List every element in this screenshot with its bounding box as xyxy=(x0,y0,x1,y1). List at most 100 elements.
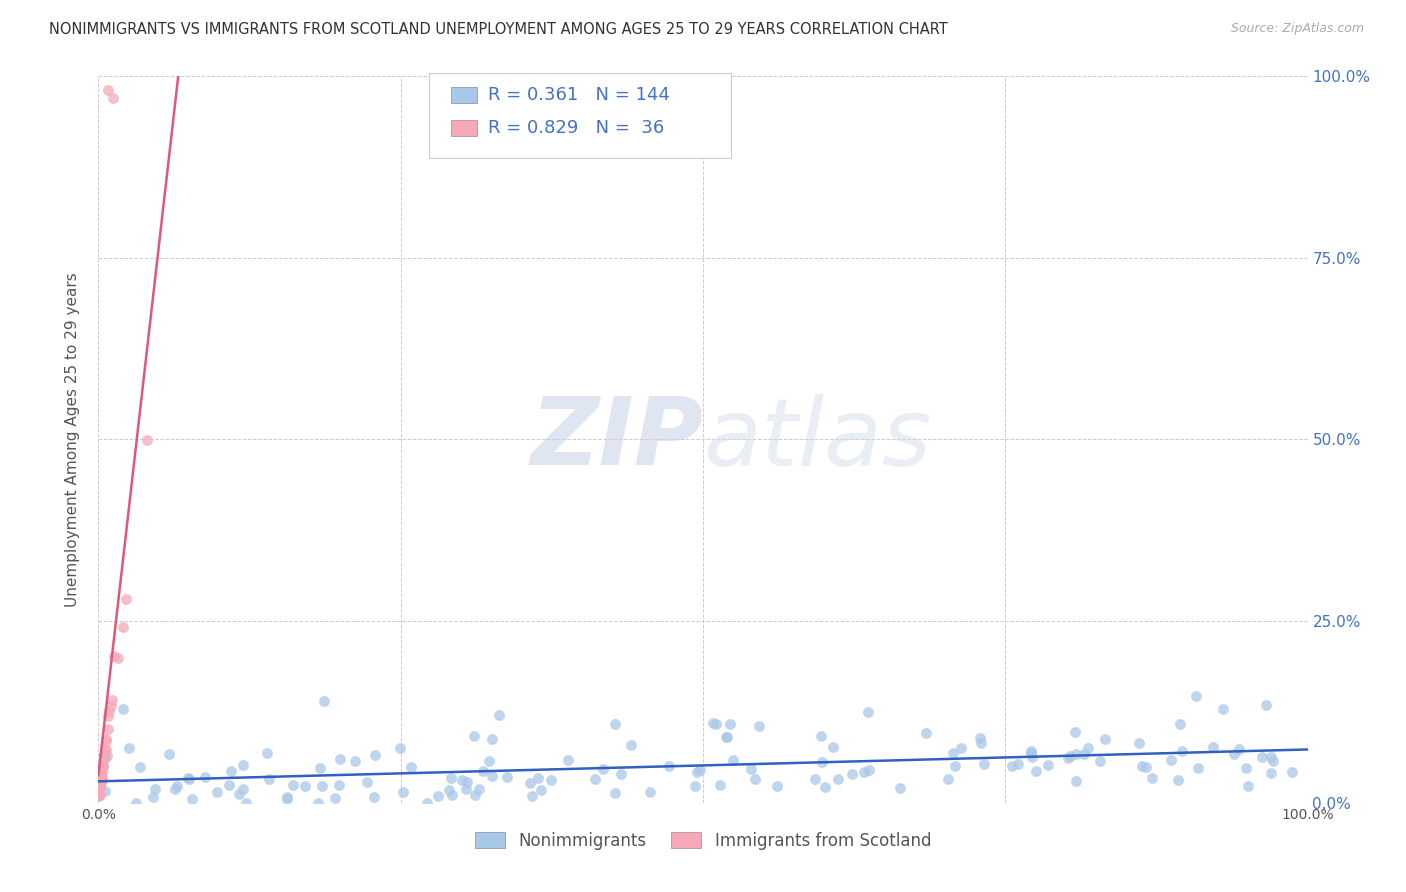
Point xyxy=(689,763,711,777)
Point xyxy=(1263,754,1285,768)
Point xyxy=(1064,774,1087,789)
Point xyxy=(520,789,543,804)
Point xyxy=(973,757,995,772)
Point xyxy=(1251,749,1274,764)
Point xyxy=(814,780,837,795)
Point xyxy=(312,694,335,708)
Point xyxy=(914,726,936,740)
Point xyxy=(810,730,832,744)
Point xyxy=(392,785,415,799)
Point xyxy=(194,770,217,784)
Point xyxy=(283,778,305,792)
Point xyxy=(889,780,911,795)
Point xyxy=(1019,746,1042,760)
Point xyxy=(91,770,114,784)
Point xyxy=(1064,747,1087,762)
Point xyxy=(177,771,200,785)
Point xyxy=(87,789,110,804)
Point xyxy=(1059,748,1081,763)
Point xyxy=(709,778,731,792)
Point xyxy=(592,762,614,776)
Text: R = 0.829   N =  36: R = 0.829 N = 36 xyxy=(488,120,664,137)
Y-axis label: Unemployment Among Ages 25 to 29 years: Unemployment Among Ages 25 to 29 years xyxy=(65,272,80,607)
Point xyxy=(363,789,385,804)
Point xyxy=(98,704,121,718)
Point xyxy=(609,767,631,781)
Point xyxy=(451,772,474,787)
Point xyxy=(1167,772,1189,787)
Point xyxy=(740,763,762,777)
Point xyxy=(1076,741,1098,756)
Point xyxy=(118,740,141,755)
Point xyxy=(943,759,966,773)
Point xyxy=(1187,761,1209,775)
Point xyxy=(166,780,188,794)
Text: ZIP: ZIP xyxy=(530,393,703,485)
Point xyxy=(858,764,880,778)
Point xyxy=(100,698,122,713)
Point xyxy=(488,707,510,722)
Point xyxy=(467,781,489,796)
Point xyxy=(603,786,626,800)
Point xyxy=(107,650,129,665)
Point xyxy=(1254,698,1277,713)
Point xyxy=(125,796,148,810)
Point xyxy=(325,791,347,805)
Point xyxy=(481,731,503,746)
Point xyxy=(89,787,111,801)
Point xyxy=(456,774,478,789)
Point xyxy=(101,90,124,104)
Point xyxy=(97,83,120,97)
Point xyxy=(530,783,553,797)
Point xyxy=(96,749,118,764)
Point xyxy=(1063,724,1085,739)
Point xyxy=(329,752,352,766)
Point xyxy=(94,784,117,798)
Point xyxy=(456,781,478,796)
Point xyxy=(1237,779,1260,793)
Point xyxy=(605,717,627,731)
Point xyxy=(481,769,503,783)
Point xyxy=(721,752,744,766)
Point xyxy=(1202,740,1225,755)
Point xyxy=(344,754,367,768)
Point xyxy=(93,751,115,765)
Point xyxy=(748,719,770,733)
Point xyxy=(364,747,387,762)
Point xyxy=(90,767,112,781)
Point xyxy=(969,731,991,745)
Point xyxy=(112,702,135,716)
Point xyxy=(205,785,228,799)
Point xyxy=(103,648,125,663)
Point xyxy=(328,778,350,792)
Point xyxy=(1094,731,1116,746)
Point xyxy=(1019,744,1042,758)
Point xyxy=(94,731,117,746)
Point xyxy=(142,789,165,804)
Point xyxy=(744,772,766,786)
Point xyxy=(257,772,280,787)
Point xyxy=(938,772,960,787)
Point xyxy=(714,730,737,744)
Point xyxy=(557,753,579,767)
Point xyxy=(90,776,112,790)
Point xyxy=(1130,758,1153,772)
Point xyxy=(1223,747,1246,762)
Point xyxy=(685,780,707,794)
Point xyxy=(1057,751,1080,765)
Point xyxy=(415,796,437,810)
Point xyxy=(94,742,117,756)
Point xyxy=(177,772,200,786)
Text: R = 0.361   N = 144: R = 0.361 N = 144 xyxy=(488,87,669,104)
Point xyxy=(232,757,254,772)
Text: NONIMMIGRANTS VS IMMIGRANTS FROM SCOTLAND UNEMPLOYMENT AMONG AGES 25 TO 29 YEARS: NONIMMIGRANTS VS IMMIGRANTS FROM SCOTLAN… xyxy=(49,22,948,37)
Point xyxy=(1001,758,1024,772)
Point xyxy=(401,760,423,774)
Point xyxy=(90,770,112,784)
Point xyxy=(307,796,329,810)
Point xyxy=(1036,758,1059,772)
Point xyxy=(519,776,541,790)
Point xyxy=(942,746,965,760)
Point xyxy=(1090,754,1112,768)
Point xyxy=(1160,753,1182,767)
